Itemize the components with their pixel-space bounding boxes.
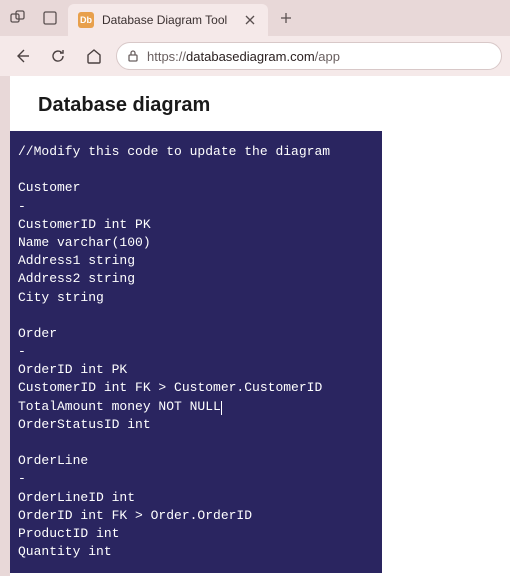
code-editor[interactable]: //Modify this code to update the diagram… xyxy=(10,131,382,573)
tab-title: Database Diagram Tool xyxy=(102,13,234,27)
page-header: Database diagram xyxy=(10,76,510,131)
address-bar[interactable]: https://databasediagram.com/app xyxy=(116,42,502,70)
new-tab-button[interactable] xyxy=(272,4,300,32)
tab-bar: Db Database Diagram Tool xyxy=(0,0,510,36)
page-title: Database diagram xyxy=(38,94,482,117)
url-text: https://databasediagram.com/app xyxy=(147,49,340,64)
browser-tab[interactable]: Db Database Diagram Tool xyxy=(68,4,268,36)
collections-icon[interactable] xyxy=(36,4,64,32)
browser-toolbar: https://databasediagram.com/app xyxy=(0,36,510,76)
refresh-button[interactable] xyxy=(44,42,72,70)
page-content: Database diagram //Modify this code to u… xyxy=(10,76,510,576)
browser-chrome: Db Database Diagram Tool https://databas… xyxy=(0,0,510,76)
back-button[interactable] xyxy=(8,42,36,70)
lock-icon xyxy=(127,49,139,63)
close-icon[interactable] xyxy=(242,12,258,28)
workspaces-icon[interactable] xyxy=(4,4,32,32)
favicon: Db xyxy=(78,12,94,28)
home-button[interactable] xyxy=(80,42,108,70)
